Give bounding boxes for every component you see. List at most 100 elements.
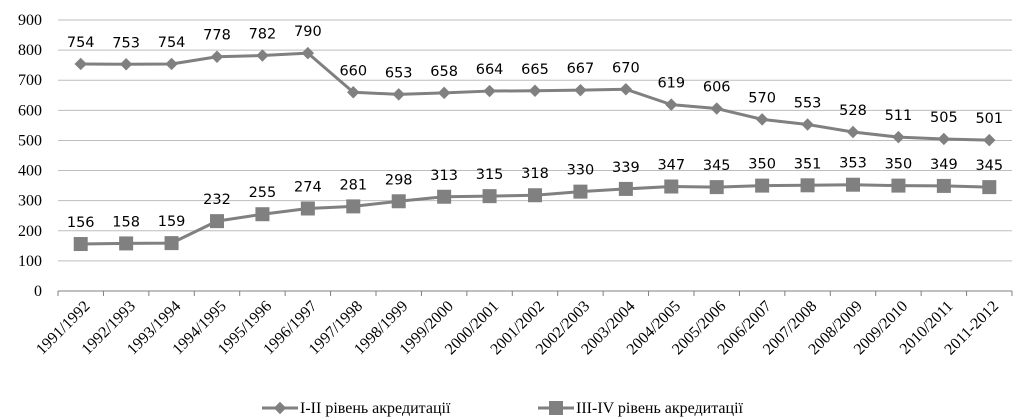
series-2-data-label: 156 [67, 215, 95, 231]
series-1-data-label: 570 [748, 90, 776, 106]
series-2-data-label: 159 [158, 214, 186, 230]
series-layer [73, 46, 997, 252]
y-tick-label: 400 [18, 163, 42, 180]
series-1-point [755, 113, 769, 126]
series-1-data-label: 754 [67, 35, 95, 51]
series-2-data-label: 349 [930, 157, 958, 173]
series-2-point [936, 178, 951, 193]
legend-marker-1 [273, 401, 287, 415]
series-1-data-label: 778 [203, 28, 231, 44]
series-1-data-label: 670 [612, 60, 640, 76]
legend-item-2: ІІІ-ІV рівень акредитації [538, 400, 744, 417]
series-1-data-label: 790 [294, 24, 322, 40]
series-2-point [891, 178, 906, 193]
series-1-data-label: 619 [657, 76, 685, 92]
series-1-point [437, 86, 451, 100]
series-1-data-label: 501 [975, 111, 1003, 127]
y-tick-label: 500 [18, 132, 42, 149]
series-1-point [937, 132, 951, 146]
series-1-point [619, 83, 633, 96]
y-tick-label: 100 [18, 253, 42, 270]
series-2-point [73, 237, 88, 252]
series-1-point [574, 83, 587, 97]
series-1-point [665, 98, 678, 111]
series-2-data-label: 318 [521, 166, 549, 182]
y-tick-label: 700 [18, 72, 42, 89]
series-2-point [982, 180, 997, 195]
series-2-data-label: 298 [385, 172, 413, 188]
series-1-point [392, 88, 405, 101]
series-1-point [846, 125, 860, 139]
series-2-data-label: 274 [294, 179, 322, 195]
y-tick-label: 900 [18, 12, 42, 29]
y-axis-tick-labels: 0 100 200 300 400 500 600 700 800 900 [18, 12, 42, 300]
series-2-point [618, 181, 633, 196]
series-2-point [255, 207, 270, 222]
series-1-point [528, 84, 542, 97]
series-1-point [483, 84, 496, 98]
series-2-data-label: 339 [612, 160, 640, 176]
y-tick-label: 200 [18, 223, 42, 240]
series-2-data-label: 353 [839, 156, 867, 172]
series-2-data-label: 345 [703, 158, 731, 174]
y-tick-label: 600 [18, 102, 42, 119]
series-1-point [301, 46, 315, 60]
legend-label-2: ІІІ-ІV рівень акредитації [576, 400, 744, 417]
series-2-data-label: 351 [794, 156, 822, 172]
series-1-data-label: 665 [521, 62, 549, 78]
series-2-point [800, 178, 815, 193]
legend: І-ІІ рівень акредитації ІІІ-ІV рівень акр… [262, 400, 744, 417]
series-2-point [437, 189, 452, 204]
series-2-data-label: 232 [203, 192, 231, 208]
series-2-data-label: 345 [975, 158, 1003, 174]
series-1-data-label: 753 [112, 35, 140, 51]
series-2-point [482, 189, 497, 204]
data-labels-layer: 754 753 754 778 782 790 660 653 658 664 665 667 670 6… [67, 24, 1003, 231]
series-1-data-label: 782 [249, 27, 277, 43]
series-1-data-label: 653 [385, 65, 413, 81]
series-1-point [256, 49, 269, 62]
series-2-point [709, 180, 724, 195]
series-1-point [210, 50, 224, 63]
y-tick-label: 0 [34, 283, 42, 300]
series-2-point [119, 236, 134, 251]
series-1-data-label: 511 [885, 108, 913, 124]
series-2-point [528, 188, 542, 203]
series-1-point [165, 57, 178, 71]
series-1-point [347, 86, 360, 99]
series-2-data-label: 255 [249, 185, 277, 201]
series-2-point [300, 201, 315, 216]
x-axis [57, 290, 1013, 296]
series-2-data-label: 158 [112, 214, 140, 230]
series-1-data-label: 754 [158, 35, 186, 51]
series-2-data-label: 350 [748, 157, 776, 173]
series-1-data-label: 553 [794, 95, 822, 111]
series-2-point [391, 194, 406, 209]
series-1-point [710, 102, 723, 115]
series-1-point [801, 118, 814, 131]
series-1-point [74, 57, 87, 71]
series-1-data-label: 664 [476, 62, 504, 78]
series-1-point [119, 58, 133, 71]
series-2-data-label: 350 [885, 157, 913, 173]
legend-marker-2 [549, 401, 563, 415]
series-1-data-label: 606 [703, 80, 731, 96]
series-2-point [210, 214, 224, 229]
series-1-data-label: 667 [567, 61, 595, 77]
series-2-point [755, 178, 770, 193]
y-tick-label: 300 [18, 193, 42, 210]
legend-item-1: І-ІІ рівень акредитації [262, 400, 451, 417]
series-2-data-label: 313 [430, 168, 458, 184]
series-2-data-label: 281 [339, 177, 367, 193]
series-1-data-label: 528 [839, 103, 867, 119]
series-2-data-label: 315 [476, 167, 504, 183]
series-2-point [573, 184, 588, 199]
series-2-point [664, 179, 679, 194]
series-1-data-label: 660 [339, 63, 367, 79]
series-2-data-label: 330 [567, 163, 595, 179]
series-1-point [892, 130, 905, 144]
series-1-point [983, 133, 996, 147]
x-axis-tick-labels: 1991/19921992/19931993/19941994/19951995… [33, 298, 1002, 359]
series-1-data-label: 658 [430, 64, 458, 80]
